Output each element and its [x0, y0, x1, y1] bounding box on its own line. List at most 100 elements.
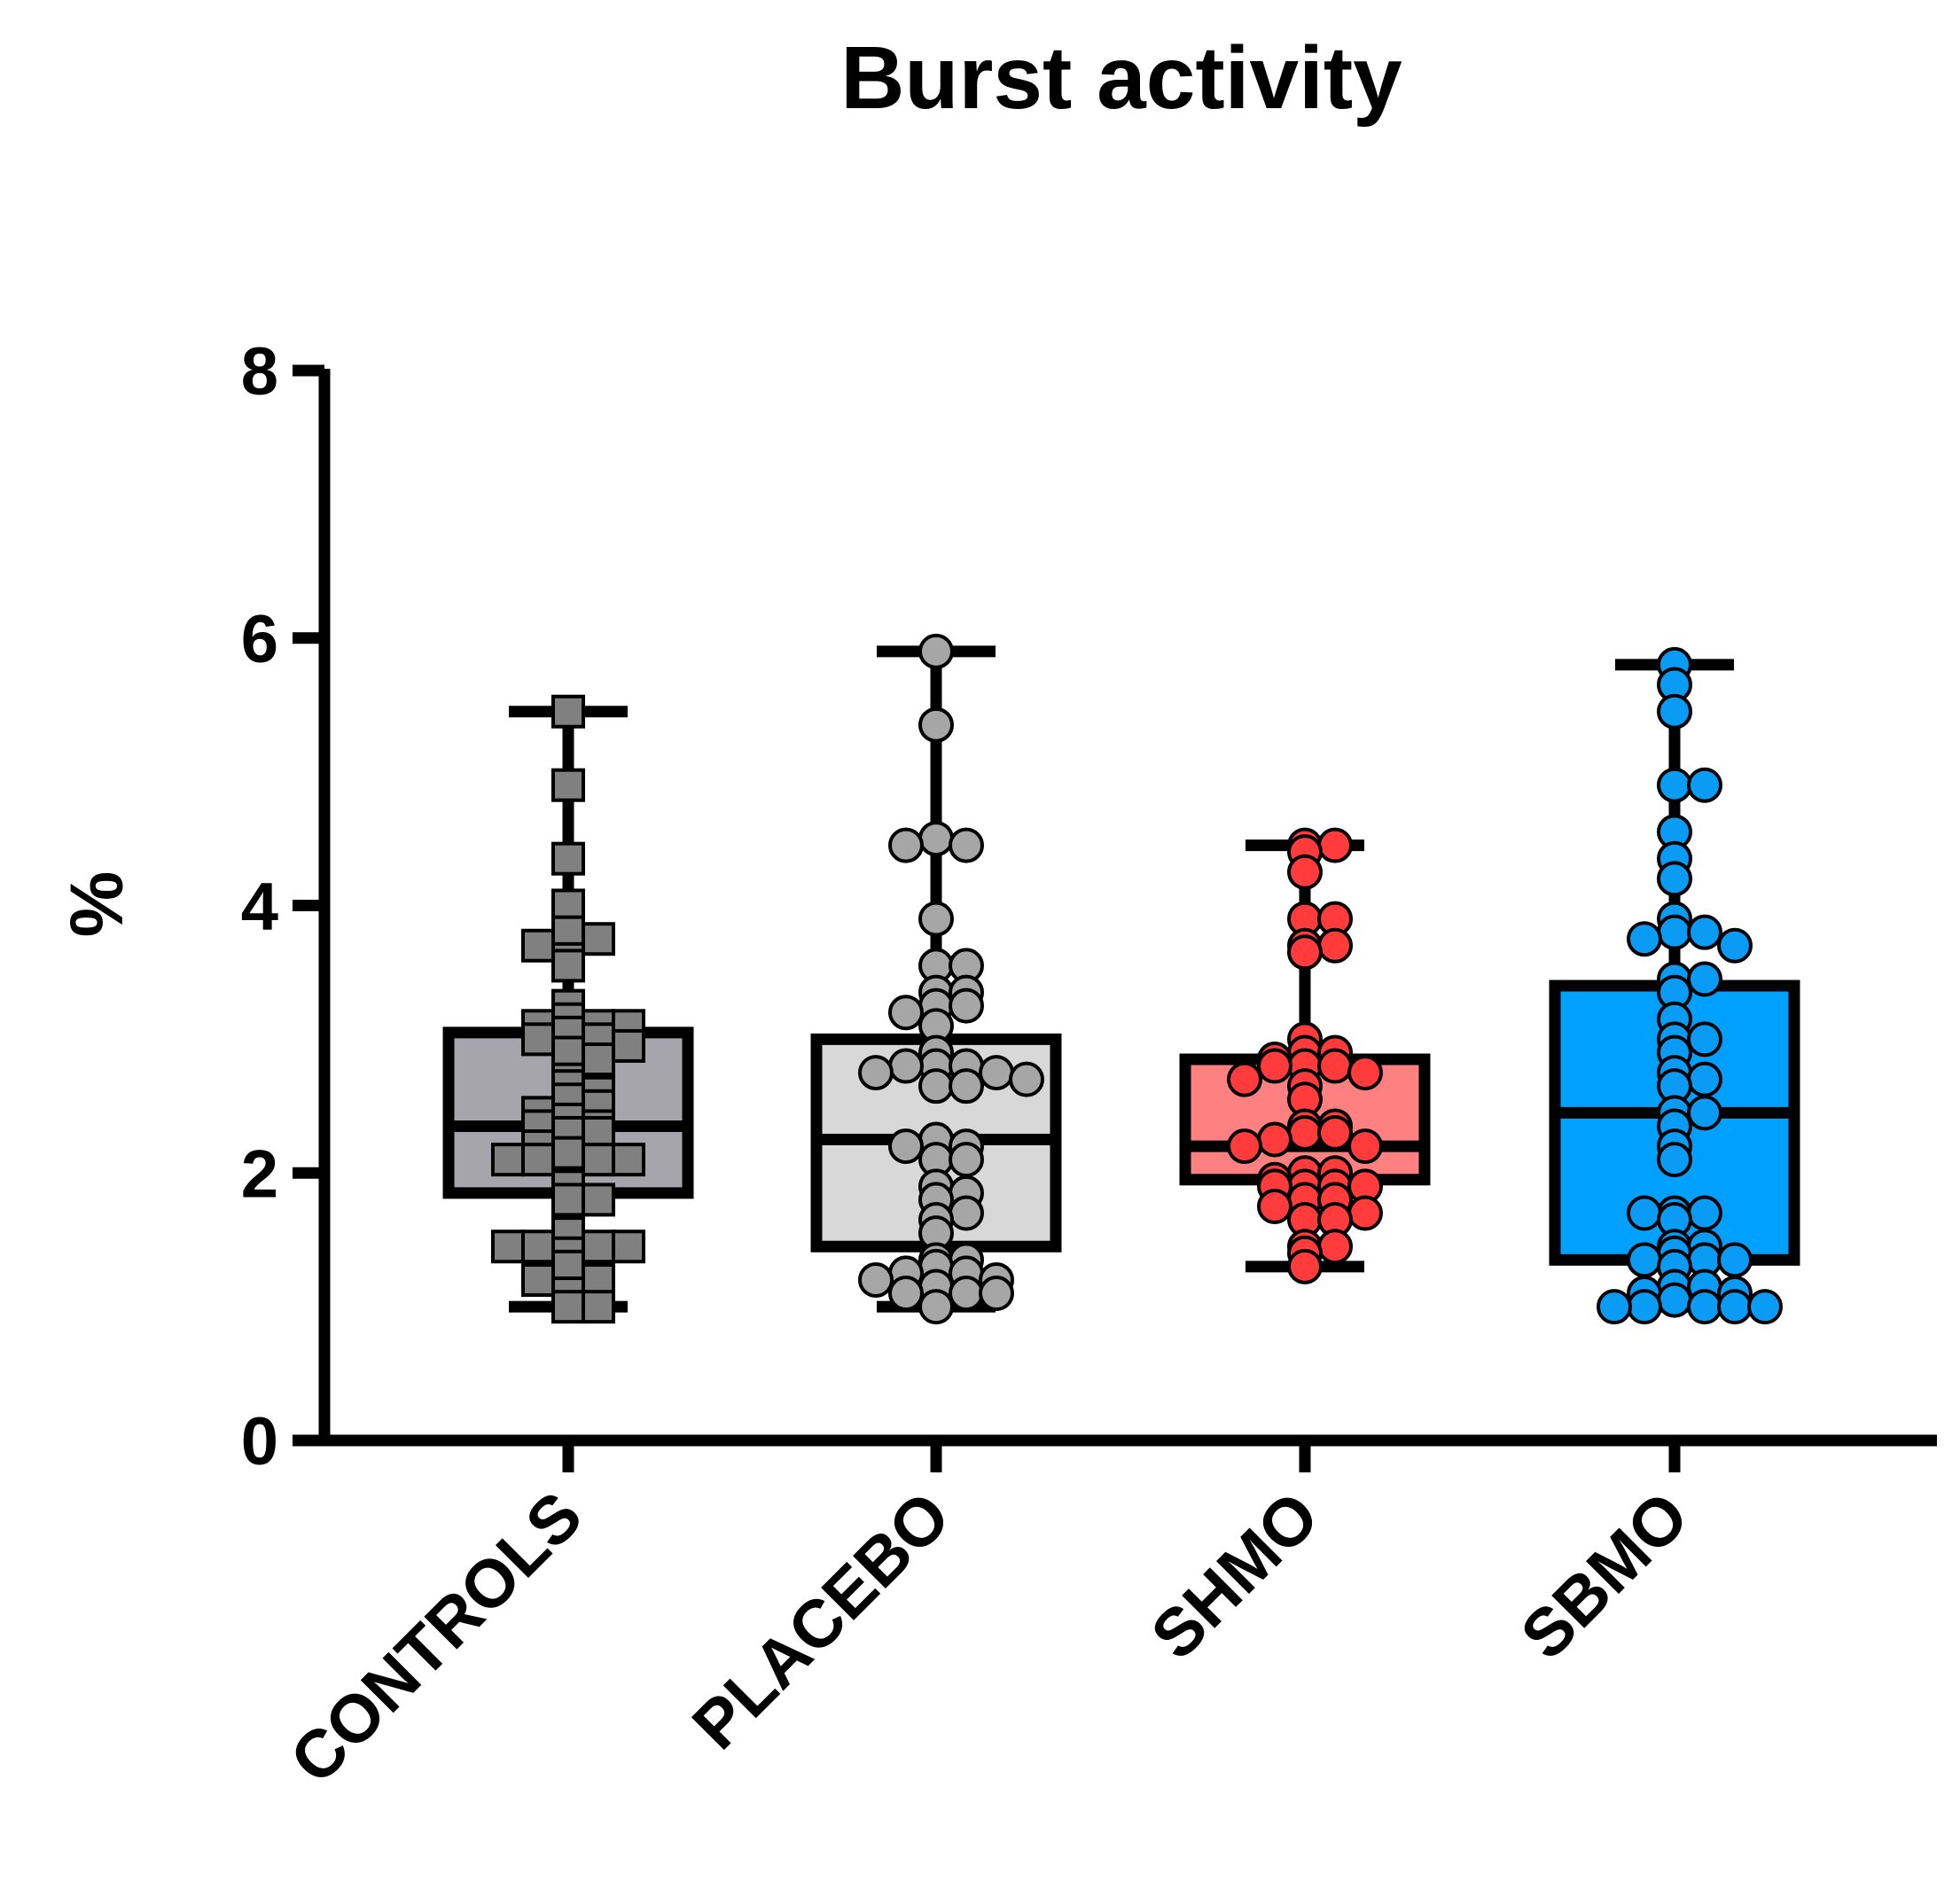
data-point: [949, 1068, 984, 1105]
plot-area: [442, 633, 1800, 1325]
data-point: [521, 1022, 555, 1057]
data-point: [1687, 914, 1722, 950]
data-point: [1317, 927, 1353, 964]
data-point: [949, 1276, 984, 1312]
data-point: [551, 1183, 585, 1217]
x-tick-label: PLACEBO: [678, 1478, 964, 1764]
data-point: [1317, 1229, 1353, 1265]
data-point: [521, 1229, 555, 1264]
box-group-sbmo: [1549, 646, 1800, 1325]
data-point: [1657, 861, 1692, 897]
data-point: [888, 995, 924, 1031]
data-point: [888, 1276, 924, 1312]
data-point: [612, 1028, 645, 1063]
x-tick-label: CONTROLS: [276, 1478, 597, 1799]
data-point: [918, 1289, 954, 1325]
data-point: [582, 1290, 615, 1324]
data-point: [1287, 934, 1323, 971]
data-point: [888, 1048, 924, 1084]
data-point: [1627, 1242, 1662, 1278]
y-tick-label: 4: [241, 870, 278, 945]
x-tick-label: SBMO: [1507, 1478, 1703, 1674]
data-point: [551, 1290, 585, 1324]
data-point: [1257, 1048, 1292, 1084]
y-tick-label: 8: [241, 334, 278, 410]
data-point: [1257, 1188, 1292, 1224]
data-point: [949, 1142, 984, 1178]
data-point: [888, 827, 924, 863]
data-point: [582, 1229, 615, 1264]
y-axis-label: %: [55, 871, 138, 938]
data-point: [918, 706, 954, 743]
box-group-shmo: [1179, 827, 1431, 1284]
y-tick-label: 2: [241, 1136, 278, 1212]
data-point: [1717, 927, 1753, 964]
y-tick-label: 6: [241, 602, 278, 677]
data-point: [551, 694, 585, 729]
data-point: [1347, 1055, 1383, 1091]
data-point: [1687, 767, 1722, 803]
data-point: [551, 768, 585, 802]
data-point: [949, 1195, 984, 1231]
data-point: [1257, 1121, 1292, 1158]
data-point: [1287, 1248, 1323, 1284]
data-point: [1287, 1114, 1323, 1151]
data-point: [858, 1055, 894, 1091]
data-point: [888, 1128, 924, 1165]
data-point: [918, 821, 954, 857]
data-point: [1687, 961, 1722, 997]
data-point: [521, 1143, 555, 1177]
data-point: [1657, 914, 1692, 950]
data-point: [582, 1183, 615, 1217]
data-point: [979, 1276, 1014, 1312]
data-point: [1657, 1282, 1692, 1318]
data-point: [1687, 1095, 1722, 1131]
data-point: [1747, 1289, 1783, 1325]
data-point: [858, 1261, 894, 1298]
data-point: [1627, 1195, 1662, 1231]
data-point: [949, 987, 984, 1024]
data-point: [582, 1143, 615, 1177]
data-point: [918, 633, 954, 669]
data-point: [1287, 854, 1323, 890]
data-point: [1317, 1048, 1353, 1084]
data-point: [1347, 1128, 1383, 1165]
data-point: [582, 1042, 615, 1077]
data-point: [582, 922, 615, 956]
x-tick-label: SHMO: [1137, 1478, 1333, 1674]
data-point: [491, 1229, 525, 1264]
data-point: [1317, 1114, 1353, 1151]
data-point: [612, 1143, 645, 1177]
data-point: [1657, 767, 1692, 803]
y-tick-label: 0: [241, 1404, 278, 1479]
data-point: [1657, 693, 1692, 730]
data-point: [1317, 827, 1353, 863]
data-point: [1227, 1128, 1262, 1165]
data-point: [979, 1055, 1014, 1091]
data-point: [551, 841, 585, 876]
data-point: [1687, 1195, 1722, 1231]
data-point: [1227, 1061, 1262, 1097]
data-point: [612, 1229, 645, 1264]
data-point: [1717, 1242, 1753, 1278]
data-point: [521, 1262, 555, 1297]
box-group-controls: [442, 694, 694, 1324]
data-point: [1347, 1195, 1383, 1231]
chart-title: Burst activity: [840, 28, 1402, 128]
data-point: [1657, 1142, 1692, 1178]
data-point: [491, 1143, 525, 1177]
data-point: [1627, 921, 1662, 957]
data-point: [551, 948, 585, 983]
data-point: [1717, 1289, 1753, 1325]
box-group-placebo: [810, 633, 1062, 1325]
data-point: [918, 901, 954, 937]
data-point: [551, 1136, 585, 1170]
data-point: [1009, 1061, 1044, 1097]
data-point: [521, 928, 555, 963]
data-point: [1687, 1289, 1722, 1325]
data-point: [1627, 1289, 1662, 1325]
data-point: [1597, 1289, 1632, 1325]
data-point: [1687, 1021, 1722, 1058]
data-point: [918, 1068, 954, 1105]
